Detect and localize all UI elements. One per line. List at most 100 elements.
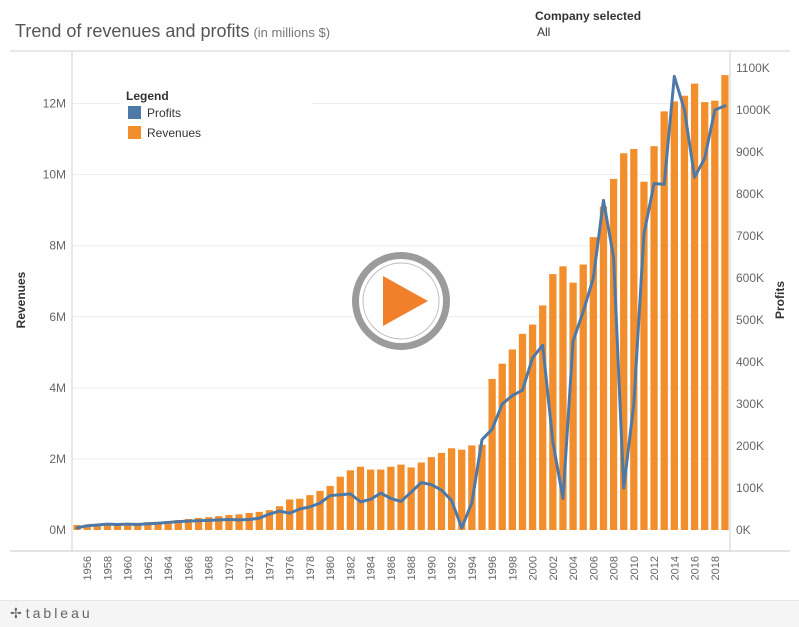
revenue-tick-label: 4M (49, 381, 66, 395)
revenue-bar[interactable] (336, 476, 344, 530)
revenue-bar[interactable] (458, 449, 466, 530)
revenue-bar[interactable] (518, 333, 527, 530)
revenue-bar[interactable] (690, 83, 699, 530)
revenue-bar[interactable] (296, 498, 304, 530)
revenue-bar[interactable] (417, 462, 425, 530)
revenue-bar[interactable] (265, 510, 274, 530)
revenue-bar[interactable] (670, 101, 678, 530)
revenue-bar[interactable] (711, 100, 719, 530)
revenue-bar[interactable] (640, 181, 648, 530)
revenue-bar[interactable] (528, 324, 537, 530)
year-tick-label: 1966 (183, 556, 195, 580)
revenue-bar[interactable] (660, 111, 668, 531)
revenue-bar[interactable] (164, 521, 172, 530)
year-tick-label: 2014 (669, 556, 681, 580)
revenue-bar[interactable] (488, 378, 496, 530)
revenue-bar[interactable] (113, 523, 122, 530)
year-tick-label: 1956 (82, 556, 94, 580)
profit-tick-label: 0K (736, 523, 751, 537)
revenue-bar[interactable] (346, 470, 355, 530)
revenue-bar[interactable] (174, 520, 182, 530)
revenue-bar[interactable] (377, 469, 385, 530)
revenue-bar[interactable] (539, 305, 547, 530)
year-tick-label: 1972 (244, 556, 256, 580)
company-filter-value[interactable]: All (537, 25, 551, 39)
revenue-bar[interactable] (569, 282, 577, 530)
revenue-bar[interactable] (103, 523, 112, 530)
revenue-bar[interactable] (579, 264, 587, 530)
revenue-bar[interactable] (275, 506, 284, 530)
revenue-bar[interactable] (245, 512, 253, 530)
revenue-bar[interactable] (144, 522, 152, 530)
revenue-bar[interactable] (124, 523, 132, 530)
tableau-plus-icon: ✢ (10, 605, 22, 621)
profit-tick-label: 400K (736, 355, 764, 369)
revenue-tick-label: 8M (49, 239, 66, 253)
revenue-bar[interactable] (154, 521, 162, 530)
play-button[interactable] (352, 252, 450, 350)
year-tick-label: 1976 (285, 556, 297, 580)
revenue-bar[interactable] (407, 467, 415, 530)
year-tick-label: 1990 (426, 556, 438, 580)
play-icon (383, 276, 428, 326)
revenue-bar[interactable] (93, 523, 101, 530)
year-tick-label: 2004 (568, 556, 580, 580)
year-tick-label: 1984 (366, 556, 378, 580)
revenue-bar[interactable] (559, 266, 567, 530)
revenue-bar[interactable] (286, 499, 294, 530)
revenue-bar[interactable] (650, 146, 658, 530)
revenue-bar[interactable] (235, 514, 243, 530)
revenue-bar[interactable] (721, 75, 729, 531)
revenues-axis-title: Revenues (14, 271, 28, 328)
revenue-bar[interactable] (184, 518, 193, 530)
revenue-bar[interactable] (427, 457, 436, 530)
revenue-bar[interactable] (205, 517, 213, 530)
revenue-bar[interactable] (134, 522, 142, 530)
profit-tick-label: 500K (736, 313, 764, 327)
legend-title: Legend (126, 89, 169, 103)
revenue-bar[interactable] (589, 237, 597, 530)
revenue-bar[interactable] (83, 524, 91, 530)
revenue-bar[interactable] (255, 511, 263, 530)
tableau-logo[interactable]: ✢ tableau (10, 605, 93, 622)
revenue-bar[interactable] (478, 444, 486, 530)
profit-tick-label: 900K (736, 145, 764, 159)
footer-bar: ✢ tableau (0, 600, 799, 627)
revenue-bar[interactable] (609, 178, 618, 530)
profit-tick-label: 1000K (736, 103, 771, 117)
legend-label-revenues[interactable]: Revenues (147, 126, 201, 140)
revenue-bar[interactable] (549, 274, 557, 530)
revenue-bar[interactable] (599, 206, 608, 530)
revenue-bar[interactable] (498, 363, 506, 530)
revenue-bar[interactable] (225, 515, 233, 530)
chart-title: Trend of revenues and profits (in million… (15, 21, 330, 42)
tableau-logo-text: tableau (25, 605, 93, 621)
chart-area: 0M 2M 4M 6M 8M 10M 12M 0K 100K 200K 300K 400K 500K 6… (10, 50, 790, 580)
year-tick-label: 2018 (710, 556, 722, 580)
revenue-bar[interactable] (326, 485, 334, 530)
profits-line[interactable] (75, 74, 727, 530)
revenue-bar[interactable] (468, 445, 476, 530)
year-axis-ticks: 1956 1958 1960 1962 1964 1966 1968 1970 1972 1974… (82, 556, 722, 580)
revenue-bar[interactable] (630, 149, 638, 530)
year-tick-label: 2006 (588, 556, 600, 580)
revenue-bar[interactable] (356, 466, 365, 530)
revenue-bar[interactable] (508, 349, 516, 530)
revenue-axis-ticks: 0M 2M 4M 6M 8M 10M 12M (43, 97, 66, 537)
year-tick-label: 2010 (629, 556, 641, 580)
revenue-bar[interactable] (316, 490, 324, 530)
revenue-bar[interactable] (447, 448, 456, 530)
legend-label-profits[interactable]: Profits (147, 106, 181, 120)
revenue-bar[interactable] (680, 95, 689, 530)
revenue-bar[interactable] (194, 517, 203, 530)
revenue-bar[interactable] (620, 153, 628, 531)
profit-axis-ticks: 0K 100K 200K 300K 400K 500K 600K 700K 800K 900K 10… (736, 61, 771, 537)
revenue-bar[interactable] (306, 495, 314, 530)
profit-tick-label: 300K (736, 397, 764, 411)
profit-tick-label: 600K (736, 271, 764, 285)
revenue-bar[interactable] (397, 464, 405, 530)
revenue-bar[interactable] (215, 516, 223, 530)
legend-swatch-profits (128, 106, 141, 119)
play-button-inner-ring (362, 262, 440, 340)
revenue-bar[interactable] (701, 102, 709, 531)
